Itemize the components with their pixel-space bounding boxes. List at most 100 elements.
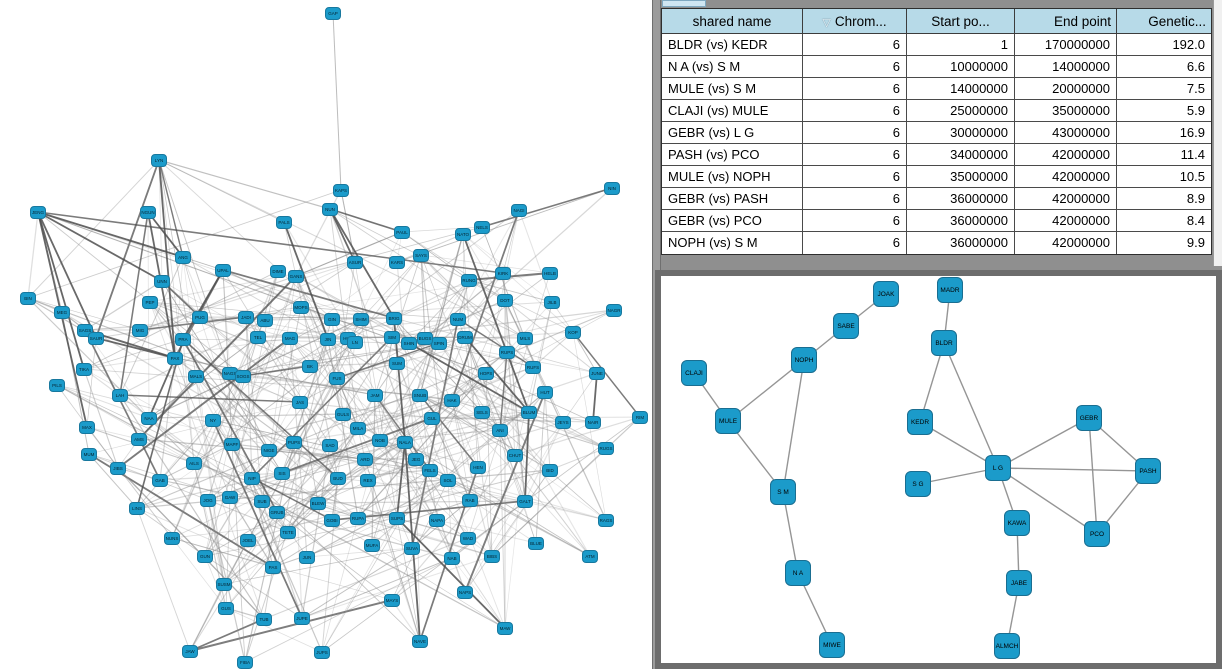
column-header-0[interactable]: shared name bbox=[662, 9, 803, 34]
node-GANS[interactable]: GANS bbox=[288, 270, 304, 283]
table-row[interactable]: PASH (vs) PCO 6 34000000 42000000 11.4 bbox=[662, 144, 1211, 166]
node-ALMCH[interactable]: ALMCH bbox=[994, 633, 1020, 659]
node-CLAJI[interactable]: CLAJI bbox=[681, 360, 707, 386]
node-TETE[interactable]: TETE bbox=[280, 526, 296, 539]
node-BLUE[interactable]: BLUE bbox=[528, 537, 544, 550]
node-NELS[interactable]: NELS bbox=[474, 221, 490, 234]
node-SUM[interactable]: SUM bbox=[389, 357, 405, 370]
node-GUN[interactable]: GUN bbox=[197, 550, 213, 563]
node-DIME[interactable]: DIME bbox=[270, 265, 286, 278]
node-NIP[interactable]: NIP bbox=[244, 472, 260, 485]
table-row[interactable]: BLDR (vs) KEDR 6 1 170000000 192.0 bbox=[662, 34, 1211, 56]
node-HOPS[interactable]: HOPS bbox=[478, 367, 494, 380]
table-row[interactable]: GEBR (vs) PASH 6 36000000 42000000 8.9 bbox=[662, 188, 1211, 210]
node-TUB[interactable]: TUB bbox=[256, 613, 272, 626]
table-row[interactable]: MULE (vs) NOPH 6 35000000 42000000 10.5 bbox=[662, 166, 1211, 188]
filter-funnel-icon[interactable]: ▽ bbox=[822, 17, 831, 29]
node-SHIM[interactable]: SHIM bbox=[353, 313, 369, 326]
node-KEDR[interactable]: KEDR bbox=[907, 409, 933, 435]
column-header-2[interactable]: Start po... bbox=[907, 9, 1015, 34]
node-HEN[interactable]: HEN bbox=[470, 461, 486, 474]
node-NUNS[interactable]: NUNS bbox=[164, 532, 180, 545]
node-NALA[interactable]: NALA bbox=[397, 436, 413, 449]
node-SELS[interactable]: SELS bbox=[474, 406, 490, 419]
node-ATM[interactable]: ATM bbox=[582, 550, 598, 563]
node-SIM[interactable]: SIM bbox=[384, 331, 400, 344]
node-BID[interactable]: BID bbox=[542, 464, 558, 477]
node-MOPS[interactable]: MOPS bbox=[293, 301, 309, 314]
node-GOBI[interactable]: GOBI bbox=[324, 514, 340, 527]
node-NUM[interactable]: NUM bbox=[450, 313, 466, 326]
node-SHIN[interactable]: SHIN bbox=[401, 337, 417, 350]
node-SABE[interactable]: SABE bbox=[833, 313, 859, 339]
node-PUPS[interactable]: PUPS bbox=[286, 436, 302, 449]
node-GUS[interactable]: GUS bbox=[218, 602, 234, 615]
table-row[interactable]: N A (vs) S M 6 10000000 14000000 6.6 bbox=[662, 56, 1211, 78]
node-JAW[interactable]: JAW bbox=[182, 645, 198, 658]
node-BLDR[interactable]: BLDR bbox=[931, 330, 957, 356]
node-SPIN[interactable]: SPIN bbox=[431, 337, 447, 350]
node-RUPA[interactable]: RUPA bbox=[350, 512, 366, 525]
node-UNN[interactable]: UNN bbox=[154, 275, 170, 288]
node-BUGS[interactable]: BUGS bbox=[417, 332, 433, 345]
node-SOL[interactable]: SOL bbox=[440, 474, 456, 487]
node-JOG[interactable]: JOG bbox=[200, 494, 216, 507]
node-BUD[interactable]: BUD bbox=[330, 472, 346, 485]
node-TEL[interactable]: TEL bbox=[250, 331, 266, 344]
node-S-M[interactable]: S M bbox=[770, 479, 796, 505]
node-PAS[interactable]: PAS bbox=[265, 561, 281, 574]
node-JEYS[interactable]: JEYS bbox=[555, 416, 571, 429]
node-S-G[interactable]: S G bbox=[905, 471, 931, 497]
node-SUPS[interactable]: SUPS bbox=[389, 512, 405, 525]
node-NAPA[interactable]: NAPA bbox=[429, 514, 445, 527]
table-row[interactable]: CLAJI (vs) MULE 6 25000000 35000000 5.9 bbox=[662, 100, 1211, 122]
node-MULE[interactable]: MULE bbox=[715, 408, 741, 434]
node-GRUB[interactable]: GRUB bbox=[269, 506, 285, 519]
node-ANI[interactable]: ANI bbox=[492, 424, 508, 437]
node-RUPS[interactable]: RUPS bbox=[499, 346, 515, 359]
node-MAPF[interactable]: MAPF bbox=[224, 438, 240, 451]
node-MUM[interactable]: MUM bbox=[81, 448, 97, 461]
table-row[interactable]: GEBR (vs) PCO 6 36000000 42000000 8.4 bbox=[662, 210, 1211, 232]
node-KAPS[interactable]: KAPS bbox=[333, 184, 349, 197]
node-SIS[interactable]: SIS bbox=[274, 467, 290, 480]
node-MAYS[interactable]: MAYS bbox=[384, 594, 400, 607]
node-JILB[interactable]: JILB bbox=[544, 296, 560, 309]
node-JUN[interactable]: JUN bbox=[299, 551, 315, 564]
node-N-A[interactable]: N A bbox=[785, 560, 811, 586]
node-SOGS[interactable]: SOGS bbox=[235, 370, 251, 383]
node-SNUB[interactable]: SNUB bbox=[412, 389, 428, 402]
node-MUFA[interactable]: MUFA bbox=[364, 539, 380, 552]
node-SUVA[interactable]: SUVA bbox=[404, 542, 420, 555]
node-BRIG[interactable]: BRIG bbox=[386, 312, 402, 325]
table-tab-fragment[interactable] bbox=[662, 0, 706, 7]
node-JUNE[interactable]: JUNE bbox=[589, 367, 605, 380]
node-GAB[interactable]: GAB bbox=[152, 474, 168, 487]
node-GAW[interactable]: GAW bbox=[222, 491, 238, 504]
node-JENG[interactable]: JENG bbox=[30, 206, 46, 219]
node-RUNG[interactable]: RUNG bbox=[461, 274, 477, 287]
node-NAPS[interactable]: NAPS bbox=[457, 586, 473, 599]
node-HAK[interactable]: HAK bbox=[444, 394, 460, 407]
node-FUS[interactable]: FUS bbox=[329, 372, 345, 385]
node-KOP[interactable]: KOP bbox=[565, 326, 581, 339]
node-CHUT[interactable]: CHUT bbox=[507, 449, 523, 462]
node-HELB[interactable]: HELB bbox=[542, 267, 558, 280]
node-NUN[interactable]: NUN bbox=[322, 203, 338, 216]
node-ASUR[interactable]: ASUR bbox=[347, 256, 363, 269]
node-AILS[interactable]: AILS bbox=[186, 457, 202, 470]
node-GIN[interactable]: GIN bbox=[324, 313, 340, 326]
node-JEG[interactable]: JEG bbox=[408, 453, 424, 466]
node-PRA[interactable]: PRA bbox=[175, 333, 191, 346]
node-JADI[interactable]: JADI bbox=[238, 311, 254, 324]
node-MAX[interactable]: MAX bbox=[79, 421, 95, 434]
node-JOEL[interactable]: JOEL bbox=[240, 534, 256, 547]
node-ANG[interactable]: ANG bbox=[175, 251, 191, 264]
node-MEG[interactable]: MEG bbox=[54, 306, 70, 319]
node-PEP[interactable]: PEP bbox=[142, 296, 158, 309]
node-AMS[interactable]: AMS bbox=[131, 433, 147, 446]
node-RAB[interactable]: RAB bbox=[462, 494, 478, 507]
node-MALS[interactable]: MALS bbox=[188, 370, 204, 383]
node-WAD[interactable]: WAD bbox=[460, 532, 476, 545]
table-row[interactable]: NOPH (vs) S M 6 36000000 42000000 9.9 bbox=[662, 232, 1211, 254]
